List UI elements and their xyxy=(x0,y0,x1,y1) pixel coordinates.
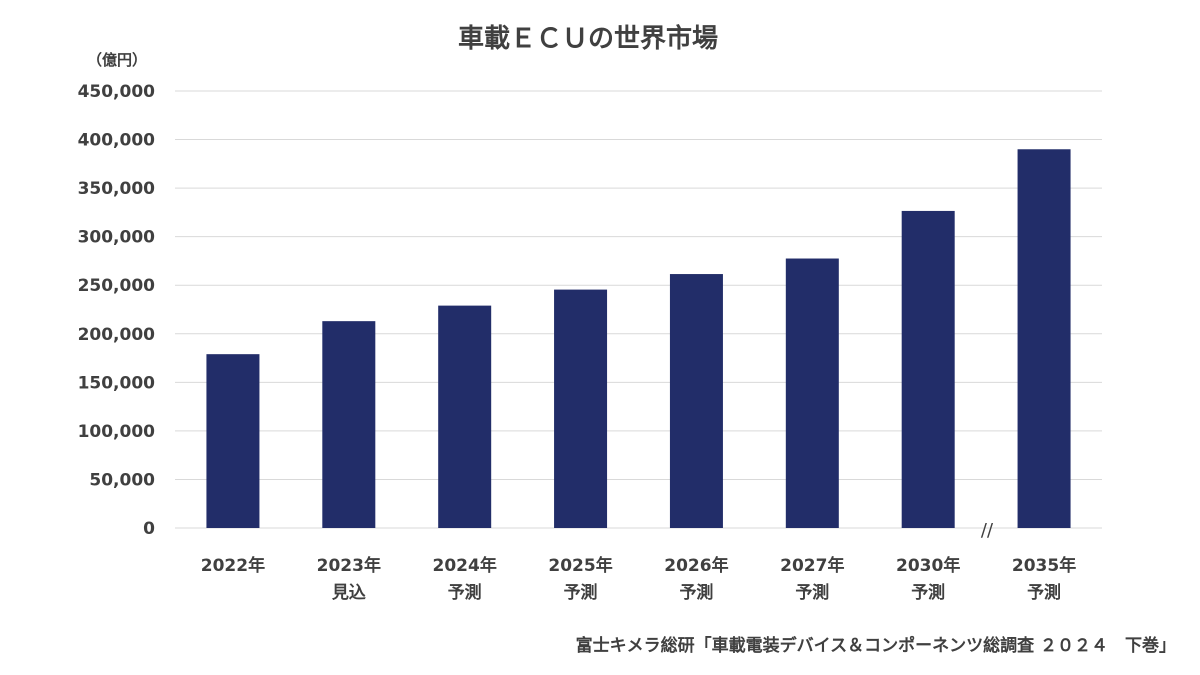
x-tick-label-year: 2024年 xyxy=(433,555,497,576)
y-tick-label: 450,000 xyxy=(78,82,156,102)
x-tick-label-year: 2035年 xyxy=(1012,555,1076,576)
bar xyxy=(438,305,492,528)
source-note: 富士キメラ総研「車載電装デバイス＆コンポーネンツ総調査 ２０２４ 下巻」 xyxy=(576,635,1176,656)
y-tick-label: 150,000 xyxy=(78,373,156,393)
x-tick-label-year: 2030年 xyxy=(896,555,960,576)
axis-break-mark: // xyxy=(981,520,994,541)
x-tick-label-note: 予測 xyxy=(448,582,482,603)
x-tick-label-year: 2022年 xyxy=(201,555,265,576)
y-tick-label: 300,000 xyxy=(78,228,156,248)
x-tick-label-year: 2026年 xyxy=(664,555,728,576)
x-tick-label-note: 予測 xyxy=(564,582,598,603)
y-tick-label: 400,000 xyxy=(78,131,156,151)
y-tick-label: 100,000 xyxy=(78,422,156,442)
x-tick-label-note: 予測 xyxy=(911,582,945,603)
gridlines xyxy=(175,90,1102,529)
bar xyxy=(554,289,608,528)
x-tick-label-note: 予測 xyxy=(795,582,829,603)
bar xyxy=(1017,149,1071,528)
bar xyxy=(206,354,260,528)
x-tick-label-note: 見込 xyxy=(331,583,366,603)
bar xyxy=(901,210,955,528)
bar xyxy=(785,258,839,528)
x-tick-label-note: 予測 xyxy=(1027,582,1061,603)
x-tick-label-year: 2023年 xyxy=(317,555,381,576)
y-tick-label: 50,000 xyxy=(89,470,155,490)
bars xyxy=(206,149,1071,528)
bar xyxy=(322,321,376,528)
y-tick-label: 350,000 xyxy=(78,179,156,199)
x-tick-label-note: 予測 xyxy=(679,582,713,603)
y-tick-label: 200,000 xyxy=(78,325,156,345)
y-axis-ticks: 0 50,000 100,000 150,000 200,000 250,000 300,0… xyxy=(78,82,156,539)
x-tick-label-year: 2027年 xyxy=(780,555,844,576)
chart-title: 車載ＥＣＵの世界市場 xyxy=(458,23,718,54)
y-tick-label: 250,000 xyxy=(78,276,156,296)
x-tick-label-year: 2025年 xyxy=(548,555,612,576)
y-axis-unit-label: （億円） xyxy=(87,51,147,69)
bar xyxy=(669,274,723,528)
y-tick-label: 0 xyxy=(143,519,155,539)
